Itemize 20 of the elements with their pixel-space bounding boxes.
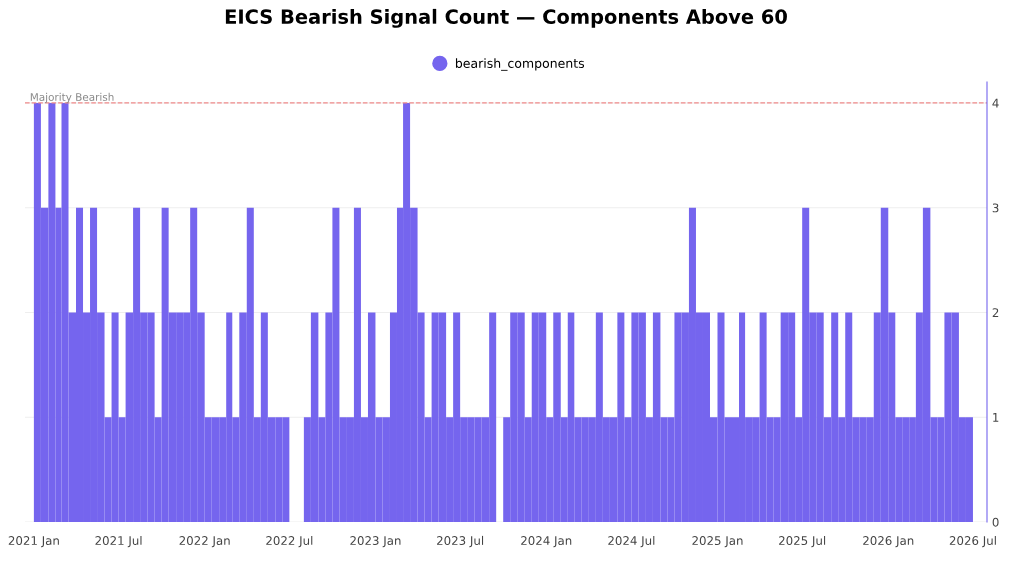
y-tick-label: 3 — [992, 203, 999, 213]
legend-label: bearish_components — [455, 58, 585, 71]
y-tick-label: 2 — [992, 308, 999, 317]
x-tick-label: 2025 Jan — [692, 536, 743, 548]
x-tick-label: 2022 Jul — [266, 535, 313, 548]
y-tick-label: 4 — [992, 98, 999, 108]
x-tick-label: 2022 Jan — [179, 536, 230, 548]
x-tick-label: 2025 Jul — [779, 535, 826, 548]
x-tick-label: 2021 Jul — [95, 535, 142, 548]
x-tick-label: 2026 Jul — [949, 535, 996, 548]
x-tick-label: 2026 Jan — [863, 536, 914, 548]
y-tick-label: 0 — [992, 517, 999, 527]
x-tick-label: 2021 Jan — [8, 536, 59, 548]
x-tick-label: 2023 Jul — [436, 535, 484, 548]
x-tick-label: 2024 Jan — [521, 536, 572, 548]
x-tick-label: 2024 Jul — [608, 535, 655, 548]
x-tick-label: 2023 Jan — [350, 536, 401, 548]
y-tick-label: 1 — [993, 413, 999, 422]
ref-line-label: Majority Bearish — [30, 92, 114, 103]
chart-title: EICS Bearish Signal Count — Components Above 60 — [225, 8, 787, 28]
